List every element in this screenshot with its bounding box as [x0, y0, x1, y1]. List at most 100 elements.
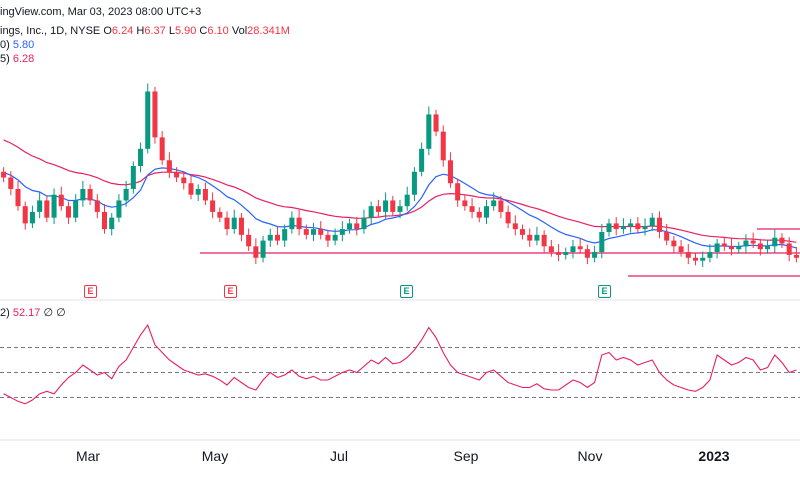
candle-body: [505, 211, 511, 224]
ma-slow-line: [3, 139, 797, 243]
x-tick-label: Mar: [75, 448, 101, 464]
candle-body: [592, 252, 598, 258]
candle-body: [656, 217, 662, 232]
earnings-marker[interactable]: E: [84, 285, 97, 298]
candle-body: [476, 211, 482, 218]
candle-body: [188, 183, 194, 195]
candle-body: [613, 223, 619, 230]
candle-body: [101, 211, 108, 230]
candle-body: [246, 234, 252, 247]
candle-body: [1, 171, 7, 178]
candle-body: [138, 148, 144, 167]
candle-body: [159, 137, 165, 161]
candle-body: [447, 160, 453, 184]
candle-body: [318, 229, 324, 235]
candle-body: [765, 246, 771, 250]
earnings-marker[interactable]: E: [400, 285, 413, 298]
candle-body: [80, 188, 86, 201]
candle-body: [433, 114, 439, 132]
candle-body: [289, 217, 295, 230]
candle-body: [238, 217, 244, 235]
rsi-value: 52.17: [12, 307, 41, 319]
candle-body: [368, 206, 374, 218]
ohlc-legend: ings, Inc., 1D, NYSE O6.24 H6.37 L5.90 C…: [0, 25, 290, 37]
candle-body: [779, 237, 785, 244]
x-tick-label: Nov: [577, 448, 603, 464]
candle-body: [383, 200, 389, 212]
candle-body: [123, 188, 129, 201]
candle-body: [65, 206, 71, 218]
candle-body: [714, 243, 720, 253]
candle-body: [520, 229, 526, 235]
candle-body: [750, 240, 756, 244]
chart-title-line: ingView.com, Mar 03, 2023 08:00 UTC+3: [0, 6, 201, 19]
candle-body: [628, 223, 634, 227]
candle-body: [29, 211, 35, 224]
candle-body: [44, 200, 50, 218]
candle-body: [15, 188, 21, 207]
candle-body: [534, 234, 540, 241]
candle-body: [339, 229, 345, 235]
candle-body: [145, 91, 151, 149]
candle-body: [512, 223, 518, 230]
source-and-date: ingView.com, Mar 03, 2023 08:00 UTC+3: [0, 6, 202, 18]
ma-fast-legend: 0) 5.80: [0, 39, 35, 51]
candle-body: [527, 234, 533, 241]
candle-body: [296, 217, 302, 230]
earnings-marker[interactable]: E: [224, 285, 237, 298]
candle-body: [685, 252, 691, 258]
candle-body: [73, 200, 79, 218]
candle-body: [253, 246, 259, 258]
candle-body: [729, 246, 735, 250]
candle-body: [397, 206, 403, 212]
candle-body: [462, 200, 468, 207]
candle-body: [577, 246, 583, 250]
candle-body: [541, 234, 547, 247]
candle-body: [606, 223, 612, 232]
volume-value: 28.341M: [247, 25, 290, 37]
candle-body: [303, 229, 309, 235]
candle-body: [700, 257, 706, 261]
candle-body: [210, 200, 216, 212]
candle-body: [361, 217, 367, 230]
candle-body: [130, 166, 136, 189]
earnings-marker[interactable]: E: [598, 285, 611, 298]
candle-body: [498, 200, 504, 212]
candle-body: [152, 91, 158, 138]
candle-body: [202, 188, 208, 201]
candle-body: [642, 226, 648, 230]
candle-body: [548, 246, 554, 253]
candle-body: [455, 183, 461, 201]
candle-body: [426, 114, 432, 149]
candle-body: [671, 240, 677, 247]
candle-body: [325, 234, 331, 241]
x-tick-label: Jul: [330, 448, 348, 464]
candle-body: [584, 249, 590, 258]
candle-body: [491, 200, 497, 207]
candle-body: [94, 200, 100, 212]
candle-body: [22, 206, 28, 224]
candle-body: [116, 200, 122, 218]
candle-body: [664, 231, 670, 241]
candle-body: [678, 246, 684, 253]
candle-body: [181, 177, 187, 184]
x-tick-label: Sep: [453, 448, 479, 464]
symbol-info: ings, Inc., 1D, NYSE: [0, 25, 101, 37]
open-value: 6.24: [111, 25, 134, 37]
candle-body: [231, 217, 237, 230]
low-value: 5.90: [174, 25, 197, 37]
candle-body: [224, 217, 230, 230]
candle-body: [721, 243, 727, 247]
candle-body: [354, 223, 360, 230]
candle-body: [51, 194, 57, 218]
ma-slow-legend: 5) 6.28: [0, 53, 35, 65]
candle-body: [620, 226, 626, 230]
candle-body: [411, 171, 417, 195]
ma-fast-value: 5.80: [12, 39, 35, 51]
candle-body: [793, 254, 799, 258]
ma-slow-value: 6.28: [12, 53, 35, 65]
candle-body: [419, 148, 425, 172]
candle-body: [217, 211, 223, 218]
candle-body: [260, 240, 266, 258]
